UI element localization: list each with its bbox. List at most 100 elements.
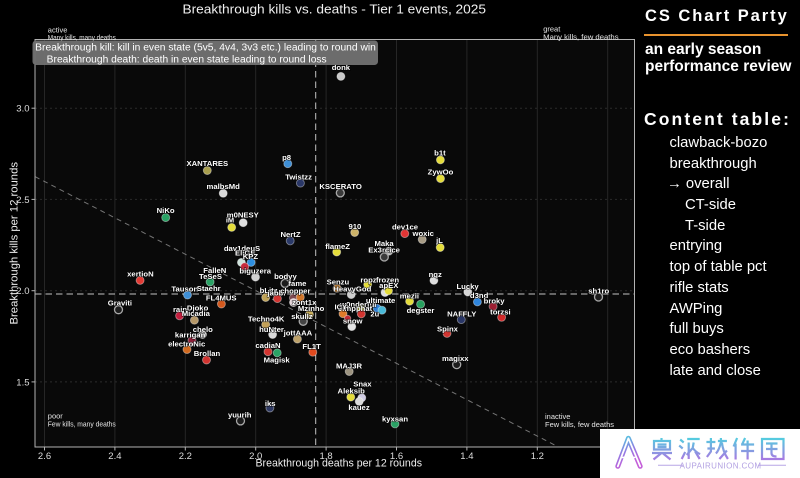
- svg-text:Breakthrough deaths per 12 rou: Breakthrough deaths per 12 rounds: [256, 458, 423, 470]
- svg-text:Staehr: Staehr: [197, 284, 221, 293]
- svg-text:bodyy: bodyy: [274, 272, 297, 281]
- svg-text:ropz: ropz: [360, 275, 376, 284]
- svg-text:magixx: magixx: [442, 354, 469, 363]
- svg-text:Breakthrough kill: kill in eve: Breakthrough kill: kill in even state (5…: [35, 42, 376, 53]
- svg-text:malbsMd: malbsMd: [207, 182, 241, 191]
- svg-text:NertZ: NertZ: [280, 230, 300, 239]
- svg-text:cadiaN: cadiaN: [255, 341, 281, 350]
- svg-text:Maka: Maka: [374, 239, 394, 248]
- svg-text:3.0: 3.0: [16, 104, 29, 115]
- svg-text:Micadia: Micadia: [182, 309, 211, 318]
- svg-text:Djoko: Djoko: [187, 304, 209, 313]
- svg-text:FLY: FLY: [463, 310, 477, 319]
- svg-text:Few kills, many deaths: Few kills, many deaths: [48, 420, 116, 429]
- svg-text:Mzinho: Mzinho: [298, 304, 325, 313]
- svg-text:nqz: nqz: [429, 270, 442, 279]
- svg-text:chopper: chopper: [280, 287, 310, 296]
- svg-text:flameZ: flameZ: [325, 242, 350, 251]
- svg-text:great: great: [543, 25, 561, 34]
- svg-text:2.2: 2.2: [179, 451, 192, 462]
- svg-text:1.6: 1.6: [390, 451, 403, 462]
- svg-text:Magisk: Magisk: [264, 355, 291, 364]
- svg-text:frozen: frozen: [376, 276, 399, 285]
- svg-text:mezii: mezii: [400, 292, 419, 301]
- svg-text:2u: 2u: [370, 309, 379, 318]
- svg-text:rain: rain: [173, 305, 187, 314]
- svg-text:huNter: huNter: [259, 325, 284, 334]
- svg-text:ZywOo: ZywOo: [428, 168, 454, 177]
- svg-text:Aleksib: Aleksib: [338, 387, 366, 396]
- svg-text:FalleN: FalleN: [203, 266, 227, 275]
- svg-text:ICY: ICY: [335, 302, 348, 311]
- svg-text:Brollan: Brollan: [194, 349, 221, 358]
- svg-text:AUPAIRUNION.COM: AUPAIRUNION.COM: [680, 461, 762, 470]
- svg-text:2.0: 2.0: [249, 451, 262, 462]
- svg-text:EliGE: EliGE: [235, 248, 256, 257]
- svg-text:p8: p8: [282, 153, 292, 162]
- svg-text:iM: iM: [226, 215, 234, 224]
- svg-text:w0nderful: w0nderful: [339, 300, 376, 309]
- svg-text:inactive: inactive: [545, 412, 570, 421]
- svg-text:fame: fame: [289, 279, 308, 288]
- svg-text:Jimpphat: Jimpphat: [338, 304, 373, 313]
- svg-text:degster: degster: [407, 306, 435, 315]
- svg-text:donk: donk: [332, 63, 351, 72]
- svg-text:KSCERATO: KSCERATO: [319, 182, 361, 191]
- svg-text:KPZ: KPZ: [243, 252, 259, 261]
- svg-text:bLitz: bLitz: [260, 286, 278, 295]
- svg-text:sh1ro: sh1ro: [588, 287, 609, 296]
- svg-text:Senzu: Senzu: [327, 278, 350, 287]
- svg-text:ultimate: ultimate: [366, 296, 396, 305]
- svg-text:dev1ce: dev1ce: [392, 223, 419, 232]
- svg-text:poor: poor: [48, 412, 64, 421]
- svg-text:d3nd: d3nd: [470, 291, 489, 300]
- svg-text:zont1x: zont1x: [292, 298, 317, 307]
- svg-text:yuurih: yuurih: [228, 410, 252, 419]
- svg-text:Spinx: Spinx: [437, 324, 459, 333]
- svg-text:biguzera: biguzera: [239, 267, 271, 276]
- svg-text:Techno4K: Techno4K: [248, 314, 285, 323]
- svg-text:jL: jL: [435, 236, 443, 245]
- svg-text:electroNic: electroNic: [168, 340, 206, 349]
- svg-text:Many kills, few deaths: Many kills, few deaths: [543, 33, 619, 42]
- svg-text:torzsi: torzsi: [490, 308, 511, 317]
- svg-text:Ex3rcice: Ex3rcice: [368, 246, 400, 255]
- svg-text:dav1deuS: dav1deuS: [224, 244, 260, 253]
- svg-text:Graviti: Graviti: [108, 299, 132, 308]
- svg-text:kauez: kauez: [348, 403, 370, 412]
- svg-text:Breakthrough death: death in e: Breakthrough death: death in even state …: [47, 54, 327, 65]
- svg-text:NiKo: NiKo: [157, 206, 175, 215]
- svg-text:m0NESY: m0NESY: [227, 211, 259, 220]
- svg-text:b1t: b1t: [434, 149, 446, 158]
- svg-text:Many kills, many deaths: Many kills, many deaths: [48, 33, 116, 42]
- svg-text:TeSeS: TeSeS: [199, 272, 222, 281]
- svg-text:FL1T: FL1T: [302, 342, 321, 351]
- svg-text:Breakthrough kills per 12 roun: Breakthrough kills per 12 rounds: [9, 161, 21, 324]
- svg-text:jottAAA: jottAAA: [283, 329, 313, 338]
- svg-text:Snax: Snax: [353, 379, 372, 388]
- svg-text:Breakthrough kills vs. deaths: Breakthrough kills vs. deaths - Tier 1 e…: [183, 2, 487, 16]
- svg-text:NAF: NAF: [447, 310, 463, 319]
- svg-text:FL4MUS: FL4MUS: [206, 293, 237, 302]
- svg-text:skullz: skullz: [291, 312, 313, 321]
- svg-text:karrigan: karrigan: [175, 331, 206, 340]
- svg-text:broky: broky: [484, 297, 506, 306]
- svg-text:Tauson: Tauson: [171, 284, 198, 293]
- svg-text:snow: snow: [343, 316, 363, 325]
- svg-text:1.2: 1.2: [531, 451, 544, 462]
- svg-text:active: active: [48, 26, 68, 35]
- svg-text:xertioN: xertioN: [127, 269, 154, 278]
- svg-text:apEX: apEX: [379, 281, 399, 290]
- svg-text:2.4: 2.4: [108, 451, 121, 462]
- svg-text:Lucky: Lucky: [456, 282, 479, 291]
- svg-text:HeavyGod: HeavyGod: [333, 285, 371, 294]
- svg-text:2.0: 2.0: [16, 286, 29, 297]
- svg-text:Few kills, few deaths: Few kills, few deaths: [545, 420, 614, 429]
- svg-text:2.5: 2.5: [16, 195, 29, 206]
- svg-text:jabbi: jabbi: [267, 289, 286, 298]
- svg-text:1.8: 1.8: [319, 451, 332, 462]
- svg-text:Twistzz: Twistzz: [285, 173, 312, 182]
- svg-text:iks: iks: [265, 399, 276, 408]
- svg-text:910: 910: [348, 222, 361, 231]
- svg-text:woxic: woxic: [412, 229, 435, 238]
